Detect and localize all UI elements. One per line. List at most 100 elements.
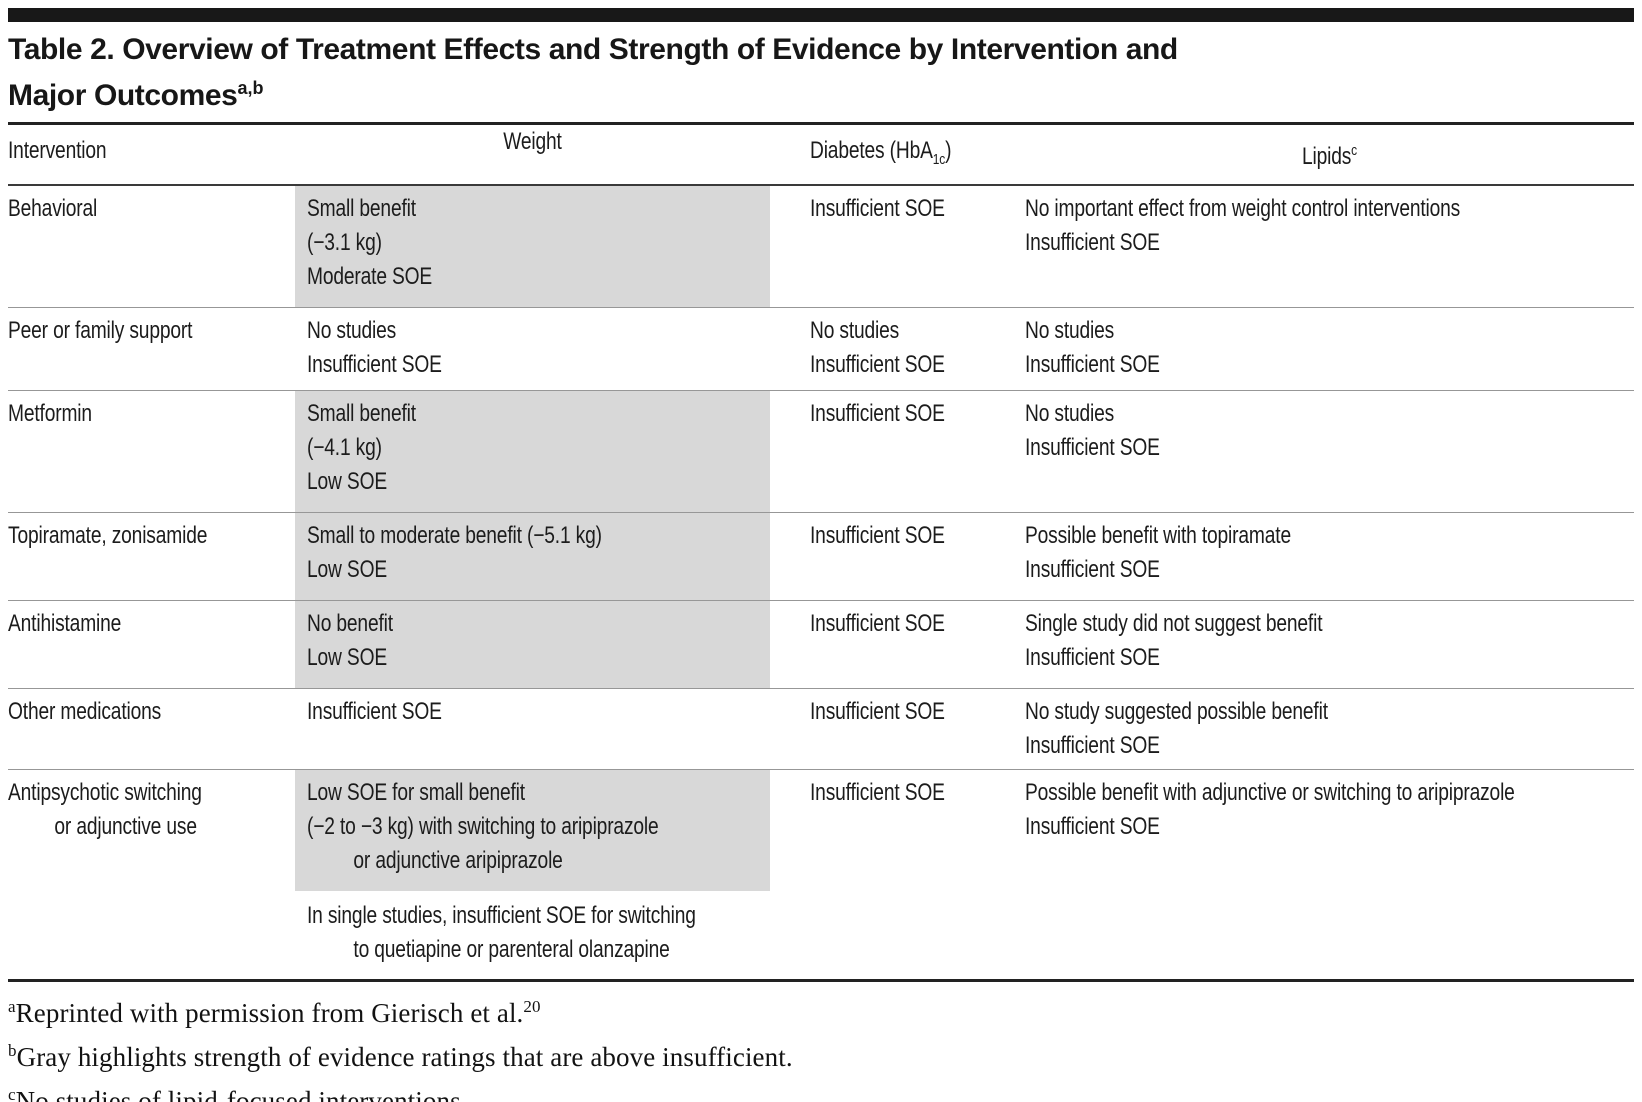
- text-line: Insufficient SOE: [810, 778, 945, 806]
- table-row: Topiramate, zonisamide Small to moderate …: [8, 511, 1634, 600]
- table-title: Table 2. Overview of Treatment Effects a…: [8, 31, 1634, 115]
- cell-lipids: Single study did not suggest benefit Insu…: [1010, 601, 1634, 688]
- text-line: No studies: [1025, 316, 1115, 344]
- column-header-diabetes: Diabetes (HbA1c): [770, 125, 1010, 184]
- cell-lipids: No important effect from weight control …: [1010, 186, 1634, 307]
- footnotes: aReprinted with permission from Gierisch…: [8, 982, 1634, 1102]
- cell-lipids: Possible benefit with adjunctive or swit…: [1010, 770, 1634, 979]
- highlighted-evidence-block: Small benefit (−3.1 kg) Moderate SOE: [295, 185, 770, 307]
- cell-diabetes: No studies Insufficient SOE: [770, 308, 1010, 390]
- text-line: Moderate SOE: [307, 262, 433, 290]
- cell-diabetes: Insufficient SOE: [770, 689, 1010, 769]
- text-line: Insufficient SOE: [810, 399, 945, 427]
- highlighted-evidence-block: No benefit Low SOE: [295, 600, 770, 688]
- cell-lipids: No studies Insufficient SOE: [1010, 308, 1634, 390]
- cell-weight: No benefit Low SOE: [295, 600, 770, 688]
- column-header-label: Lipidsc: [1301, 142, 1358, 170]
- text-line: Insufficient SOE: [1025, 433, 1160, 461]
- table-body: Behavioral Small benefit (−3.1 kg) Moderate…: [8, 185, 1634, 979]
- cell-weight: Small benefit (−4.1 kg) Low SOE: [295, 390, 770, 512]
- cell-intervention: Metformin: [8, 391, 295, 512]
- cell-weight: Insufficient SOE: [295, 689, 770, 769]
- text-line: Small benefit: [307, 194, 416, 222]
- cell-lipids: Possible benefit with topiramate Insuffic…: [1010, 513, 1634, 600]
- table-row: Other medications Insufficient SOE Insuffi…: [8, 687, 1634, 769]
- title-footnote-marker: a,b: [237, 78, 264, 98]
- text-line: (−3.1 kg): [307, 228, 382, 256]
- cell-weight: Small to moderate benefit (−5.1 kg) Low S…: [295, 512, 770, 600]
- column-header-lipids: Lipidsc: [1010, 125, 1634, 184]
- text-line: No important effect from weight control …: [1025, 194, 1461, 222]
- text-line: Insufficient SOE: [1025, 350, 1160, 378]
- text-line: Behavioral: [8, 194, 98, 222]
- text-line: Single study did not suggest benefit: [1025, 609, 1323, 637]
- table-row: Behavioral Small benefit (−3.1 kg) Moderate…: [8, 185, 1634, 307]
- cell-diabetes: Insufficient SOE: [770, 770, 1010, 979]
- text-line: No benefit: [307, 609, 393, 637]
- footnote: cNo studies of lipid-focused interventio…: [8, 1084, 468, 1102]
- text-line: Insufficient SOE: [307, 697, 442, 725]
- cell-diabetes: Insufficient SOE: [770, 513, 1010, 600]
- text-line: Possible benefit with adjunctive or swit…: [1025, 778, 1515, 806]
- title-divider: [8, 122, 1634, 125]
- text-line: Other medications: [8, 697, 162, 725]
- text-line: Insufficient SOE: [1025, 228, 1160, 256]
- text-line: Possible benefit with topiramate: [1025, 521, 1291, 549]
- table-row: Antihistamine No benefit Low SOE Insufficie…: [8, 599, 1634, 688]
- footnote: bGray highlights strength of evidence ra…: [8, 1040, 793, 1072]
- text-line: Insufficient SOE: [810, 697, 945, 725]
- column-header-weight: Weight: [295, 125, 770, 184]
- text-line: or adjunctive aripiprazole: [353, 846, 563, 874]
- text-line: Topiramate, zonisamide: [8, 521, 208, 549]
- text-line: Antihistamine: [8, 609, 122, 637]
- table-row: Metformin Small benefit (−4.1 kg) Low SOE In…: [8, 389, 1634, 512]
- table-row: Antipsychotic switching or adjunctive use…: [8, 768, 1634, 979]
- top-rule: [8, 8, 1634, 22]
- text-line: In single studies, insufficient SOE for …: [307, 901, 696, 929]
- title-line1: Table 2. Overview of Treatment Effects a…: [8, 33, 1178, 66]
- text-line: No studies: [1025, 399, 1115, 427]
- text-line: Small to moderate benefit (−5.1 kg): [307, 521, 602, 549]
- cell-intervention: Behavioral: [8, 186, 295, 307]
- cell-diabetes: Insufficient SOE: [770, 601, 1010, 688]
- text-line: Insufficient SOE: [1025, 643, 1160, 671]
- highlighted-evidence-block: Low SOE for small benefit (−2 to −3 kg) w…: [295, 769, 770, 891]
- column-header-intervention: Intervention: [8, 125, 295, 184]
- cell-intervention: Antipsychotic switching or adjunctive use: [8, 770, 295, 979]
- text-line: No studies: [810, 316, 900, 344]
- text-line: Insufficient SOE: [810, 609, 945, 637]
- text-line: Insufficient SOE: [810, 194, 945, 222]
- text-line: Insufficient SOE: [307, 350, 442, 378]
- column-header-label: Weight: [503, 128, 562, 155]
- text-line: Insufficient SOE: [1025, 812, 1160, 840]
- cell-lipids: No studies Insufficient SOE: [1010, 391, 1634, 512]
- text-line: to quetiapine or parenteral olanzapine: [353, 935, 670, 963]
- text-line: Low SOE: [307, 467, 387, 495]
- cell-weight: Small benefit (−3.1 kg) Moderate SOE: [295, 185, 770, 307]
- cell-intervention: Topiramate, zonisamide: [8, 513, 295, 600]
- text-line: Low SOE: [307, 643, 387, 671]
- evidence-block: No studies Insufficient SOE: [295, 308, 770, 390]
- text-line: No studies: [307, 316, 397, 344]
- text-line: Insufficient SOE: [810, 521, 945, 549]
- text-line: Low SOE for small benefit: [307, 778, 525, 806]
- text-line: Antipsychotic switching: [8, 778, 202, 806]
- evidence-block: In single studies, insufficient SOE for …: [295, 891, 770, 979]
- highlighted-evidence-block: Small to moderate benefit (−5.1 kg) Low S…: [295, 512, 770, 600]
- text-line: Small benefit: [307, 399, 416, 427]
- column-header-label: Diabetes (HbA1c): [810, 137, 952, 168]
- text-line: Low SOE: [307, 555, 387, 583]
- table-row: Peer or family support No studies Insuffic…: [8, 306, 1634, 390]
- cell-weight: Low SOE for small benefit (−2 to −3 kg) w…: [295, 769, 770, 979]
- footnote: aReprinted with permission from Gierisch…: [8, 996, 541, 1028]
- title-line2: Major Outcomes: [8, 79, 238, 112]
- text-line: Insufficient SOE: [1025, 555, 1160, 583]
- text-line: Metformin: [8, 399, 92, 427]
- cell-lipids: No study suggested possible benefit Insuf…: [1010, 689, 1634, 769]
- text-line: Peer or family support: [8, 316, 193, 344]
- cell-diabetes: Insufficient SOE: [770, 186, 1010, 307]
- text-line: Insufficient SOE: [810, 350, 945, 378]
- column-header-label: Intervention: [8, 137, 107, 164]
- cell-diabetes: Insufficient SOE: [770, 391, 1010, 512]
